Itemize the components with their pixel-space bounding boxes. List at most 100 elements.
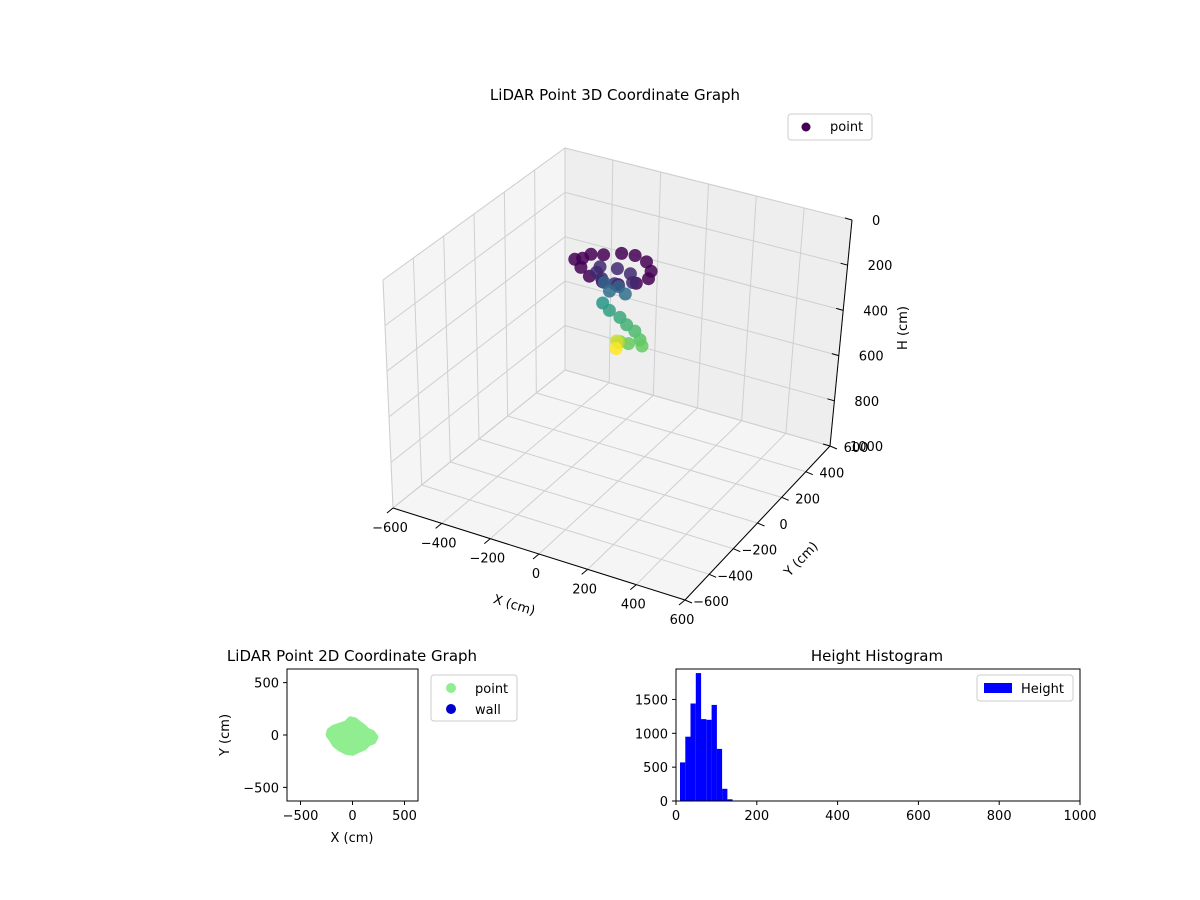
- histogram-bar: [695, 673, 702, 801]
- y-tick-label-3d: 600: [844, 441, 869, 456]
- lidar-point-3d: [568, 252, 582, 266]
- y-tick-label-2d: 500: [254, 677, 279, 692]
- legend-3d: point: [787, 113, 873, 141]
- histogram-bar: [716, 748, 723, 801]
- lidar-point-3d: [584, 247, 598, 261]
- histogram-bar: [711, 704, 717, 801]
- y-tick-3d: [733, 548, 741, 553]
- histogram-bar: [690, 703, 696, 801]
- y-tick-label-hist: 500: [643, 761, 668, 776]
- x-tick-label-hist: 200: [744, 809, 769, 824]
- y-tick-label-3d: −200: [741, 544, 777, 559]
- x-tick-3d: [678, 599, 686, 606]
- histogram-bar: [706, 719, 712, 801]
- grid-line-h: [390, 325, 835, 463]
- y-tick-label-3d: 200: [795, 492, 820, 507]
- h-axis-label-3d: H (cm): [896, 306, 911, 350]
- y-tick-label-hist: 1500: [635, 693, 668, 708]
- y-axis-label-3d: Y (cm): [781, 539, 822, 580]
- lidar-point-3d: [642, 272, 655, 286]
- lidar-point-3d: [602, 303, 616, 317]
- legend-histogram: Height: [976, 674, 1074, 702]
- x-tick-label-3d: 0: [532, 567, 540, 582]
- h-tick-3d: [822, 443, 831, 447]
- x-tick-label-hist: 600: [906, 809, 931, 824]
- legend-label-point-2d: point: [475, 682, 508, 697]
- x-tick-label-hist: 1000: [1063, 809, 1096, 824]
- x-tick-label-hist: 800: [987, 809, 1012, 824]
- x-tick-label-2d: 0: [348, 809, 356, 824]
- h-axis-line: [829, 219, 853, 447]
- histogram-bar: [701, 719, 707, 801]
- frame-histogram: [675, 668, 1081, 802]
- h-tick-label-3d: 200: [868, 259, 893, 274]
- lidar-point-3d: [610, 262, 624, 276]
- ticks-3d: −600−400−2000200400600−600−400−200020040…: [372, 214, 892, 628]
- lidar-point-3d: [590, 265, 603, 279]
- x-tick-label-3d: −400: [421, 536, 457, 551]
- lidar-point-3d: [626, 276, 640, 289]
- x-tick-3d: [484, 538, 491, 545]
- y-tick-label-hist: 0: [660, 795, 668, 810]
- x-tick-label-hist: 400: [825, 809, 850, 824]
- grid-line-h: [382, 147, 853, 281]
- legend-marker-point-3d: [801, 122, 811, 132]
- y-tick-label-2d: −500: [243, 781, 279, 796]
- scatter-area-2d: [325, 716, 379, 756]
- h-tick-label-3d: 1000: [850, 440, 883, 455]
- title-2d: LiDAR Point 2D Coordinate Graph: [227, 647, 477, 665]
- y-tick-label-hist: 1000: [635, 727, 668, 742]
- h-tick-label-3d: 0: [872, 214, 880, 229]
- grid-line-h: [384, 191, 848, 327]
- legend-label-wall-2d: wall: [475, 703, 501, 718]
- h-tick-3d: [836, 307, 844, 311]
- grid-line-h: [388, 280, 839, 418]
- legend-marker-wall-2d: [446, 704, 456, 714]
- x-axis-label-3d: X (cm): [491, 592, 537, 619]
- x-tick-3d: [581, 568, 588, 575]
- y-tick-3d: [781, 496, 789, 501]
- x-tick-label-3d: 400: [621, 598, 646, 613]
- h-tick-3d: [827, 398, 835, 402]
- grid-line-h: [392, 369, 831, 509]
- legend-marker-point-2d: [446, 683, 456, 693]
- x-tick-label-2d: −500: [283, 809, 319, 824]
- x-tick-label-hist: 0: [672, 809, 680, 824]
- h-tick-3d: [840, 262, 848, 266]
- x-tick-label-3d: 600: [670, 613, 695, 628]
- h-tick-label-3d: 400: [863, 304, 888, 319]
- h-tick-label-3d: 800: [854, 395, 879, 410]
- legend-2d: point wall: [430, 674, 518, 722]
- histogram-bar: [685, 736, 691, 801]
- legend-label-point-3d: point: [830, 120, 863, 135]
- y-tick-3d: [684, 599, 693, 604]
- plot-2d: LiDAR Point 2D Coordinate Graph −500 0 500…: [218, 647, 518, 846]
- histogram-bar: [722, 788, 728, 801]
- h-tick-3d: [844, 217, 853, 221]
- h-tick-label-3d: 600: [859, 350, 884, 365]
- legend-swatch-height: [984, 683, 1012, 693]
- lidar-point-3d: [628, 249, 642, 262]
- histogram-bar: [727, 799, 733, 801]
- title-3d: LiDAR Point 3D Coordinate Graph: [490, 86, 740, 104]
- y-tick-label-3d: −400: [717, 569, 753, 584]
- y-axis-label-2d: Y (cm): [218, 714, 233, 757]
- ticks-histogram: 0 200 400 600 800 1000 0 500 1000 1500: [635, 693, 1097, 824]
- point-cloud-2d: [325, 716, 379, 756]
- lidar-point-3d: [609, 342, 623, 356]
- grid-line-h: [386, 236, 844, 372]
- x-tick-label-3d: −600: [372, 521, 408, 536]
- y-tick-label-3d: 0: [779, 518, 787, 533]
- x-axis-label-2d: X (cm): [331, 831, 374, 846]
- y-tick-label-3d: −600: [693, 595, 729, 610]
- legend-frame-histogram: [976, 674, 1074, 702]
- title-histogram: Height Histogram: [811, 647, 943, 665]
- lidar-point-3d: [597, 248, 611, 262]
- x-tick-3d: [532, 553, 540, 560]
- x-tick-label-2d: 500: [392, 809, 417, 824]
- y-tick-label-3d: 400: [819, 467, 844, 482]
- lidar-point-3d: [603, 284, 616, 298]
- y-tick-3d: [805, 471, 814, 476]
- legend-label-height: Height: [1021, 682, 1064, 697]
